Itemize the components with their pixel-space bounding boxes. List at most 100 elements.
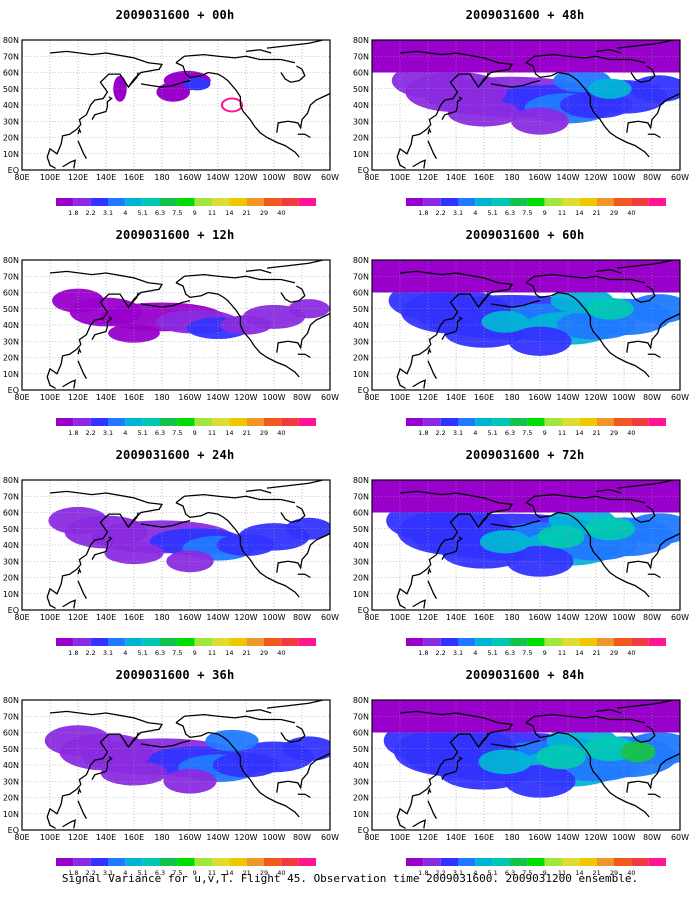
variance-patch <box>44 725 112 757</box>
lat-tick-label: 20N <box>3 134 19 143</box>
panel-title: 2009031600 + 60h <box>465 228 585 242</box>
lat-tick-label: 80N <box>353 36 369 45</box>
figure-caption: Signal Variance for u,v,T. Flight 45. Ob… <box>61 872 639 885</box>
colorbar-label: 14 <box>225 649 233 657</box>
lat-tick-label: 50N <box>353 85 369 94</box>
variance-patch <box>108 323 160 343</box>
lat-tick-label: EQ <box>358 386 369 395</box>
colorbar-swatch <box>475 418 493 426</box>
colorbar-swatch <box>631 858 649 866</box>
colorbar-label: 2.2 <box>435 429 445 437</box>
lon-tick-label: 160W <box>178 393 201 402</box>
variance-field <box>48 506 330 573</box>
colorbar-swatch <box>510 858 528 866</box>
lat-tick-label: 10N <box>353 370 369 379</box>
colorbar-label: 7.5 <box>172 649 182 657</box>
colorbar-label: 7.5 <box>522 649 532 657</box>
lat-tick-label: 20N <box>353 134 369 143</box>
colorbar-swatch <box>73 858 91 866</box>
colorbar: 1.8 2.2 3.1 4 5.1 6.3 7.5 9 11 14 21 29 40 <box>56 418 316 437</box>
lat-tick-label: 30N <box>3 557 19 566</box>
map-frame <box>21 699 331 831</box>
colorbar-swatch <box>142 418 160 426</box>
lon-tick-label: 180 <box>504 613 519 622</box>
lat-tick-label: 30N <box>3 777 19 786</box>
lat-tick-label: 50N <box>3 85 19 94</box>
lon-tick-label: 140E <box>446 613 466 622</box>
colorbar-label: 40 <box>277 429 285 437</box>
lat-tick-label: 60N <box>3 289 19 298</box>
colorbar-label: 4 <box>123 209 127 217</box>
colorbar-swatch <box>142 638 160 646</box>
lon-tick-label: 140W <box>556 393 579 402</box>
colorbar-swatch <box>212 198 230 206</box>
colorbar-swatch <box>458 638 476 646</box>
lon-tick-label: 180 <box>504 833 519 842</box>
colorbar-label: 11 <box>558 429 566 437</box>
map-panel: 2009031600 + 36h 80N 70N 60N 50N 40N 30N 20N 10N… <box>0 660 350 878</box>
graticule <box>372 260 680 390</box>
lon-tick-label: 180 <box>504 173 519 182</box>
colorbar-swatch <box>125 858 143 866</box>
colorbar-swatch <box>614 638 632 646</box>
colorbar-swatch <box>440 198 458 206</box>
colorbar-swatch <box>648 198 666 206</box>
lon-tick-label: 160W <box>178 833 201 842</box>
lon-tick-label: 160W <box>528 173 551 182</box>
lon-tick-label: 120E <box>418 173 438 182</box>
lon-tick-label: 60W <box>321 393 339 402</box>
colorbar-swatch <box>264 638 282 646</box>
lat-tick-label: 40N <box>3 541 19 550</box>
lon-tick-label: 180 <box>504 393 519 402</box>
lat-tick-label: 60N <box>3 69 19 78</box>
coastlines <box>46 700 330 829</box>
lat-tick-label: 70N <box>353 492 369 501</box>
colorbar-swatch <box>160 418 178 426</box>
colorbar-swatch <box>406 198 424 206</box>
lon-tick-label: 160E <box>474 833 494 842</box>
colorbar-swatch <box>142 858 160 866</box>
map-frame <box>371 479 681 611</box>
lon-tick-label: 160W <box>528 833 551 842</box>
colorbar-swatch <box>527 638 545 646</box>
colorbar-swatch <box>544 638 562 646</box>
lon-tick-label: 100E <box>390 393 410 402</box>
colorbar-label: 1.8 <box>68 869 78 877</box>
colorbar-swatch <box>56 198 74 206</box>
lon-tick-label: 140E <box>446 393 466 402</box>
colorbar-swatch <box>458 858 476 866</box>
colorbar-swatch <box>423 418 441 426</box>
lat-tick-label: 60N <box>3 729 19 738</box>
colorbar-swatch <box>631 198 649 206</box>
colorbar-label: 2.2 <box>435 869 445 877</box>
colorbar-label: 4 <box>123 649 127 657</box>
map-frame <box>371 259 681 391</box>
lon-tick-label: 120W <box>234 613 257 622</box>
coastlines <box>396 480 680 609</box>
lon-tick-label: 140E <box>96 613 116 622</box>
colorbar-swatch <box>246 638 264 646</box>
lon-tick-label: 80E <box>14 393 29 402</box>
colorbar-label: 40 <box>277 869 285 877</box>
colorbar-label: 21 <box>593 429 601 437</box>
lon-tick-label: 120W <box>584 613 607 622</box>
colorbar-swatch <box>440 858 458 866</box>
lat-tick-label: 50N <box>353 305 369 314</box>
colorbar-swatch <box>177 858 195 866</box>
lon-tick-label: 80E <box>14 173 29 182</box>
colorbar-label: 5.1 <box>487 869 497 877</box>
colorbar-swatch <box>281 198 299 206</box>
colorbar-label: 21 <box>243 209 251 217</box>
colorbar-label: 6.3 <box>155 869 165 877</box>
colorbar-swatch <box>108 198 126 206</box>
graticule <box>372 480 680 610</box>
colorbar-label: 21 <box>593 209 601 217</box>
lon-tick-label: 160E <box>124 613 144 622</box>
colorbar-swatch <box>475 858 493 866</box>
colorbar-swatch <box>458 418 476 426</box>
colorbar-label: 40 <box>627 209 635 217</box>
lat-tick-label: 70N <box>3 712 19 721</box>
lon-tick-label: 140E <box>96 833 116 842</box>
colorbar-label: 1.8 <box>68 429 78 437</box>
lon-tick-label: 160E <box>474 613 494 622</box>
